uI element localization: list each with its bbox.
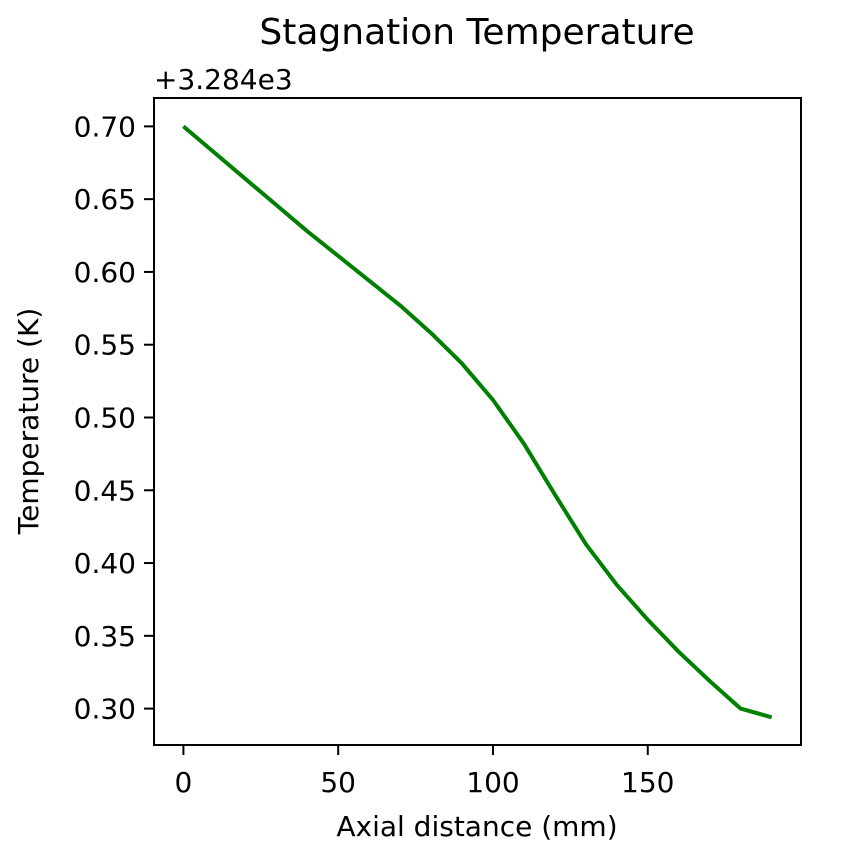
y-tick-label: 0.35 bbox=[74, 620, 136, 653]
y-tick-label: 0.60 bbox=[74, 256, 136, 289]
y-tick-label: 0.55 bbox=[74, 329, 136, 362]
y-tick-label: 0.40 bbox=[74, 547, 136, 580]
x-axis-label: Axial distance (mm) bbox=[336, 810, 617, 843]
y-axis-ticks: 0.30 0.35 0.40 0.45 0.50 0.55 0.60 0.65 0.70 bbox=[74, 110, 154, 726]
y-tick-label: 0.45 bbox=[74, 474, 136, 507]
y-axis-label: Temperature (K) bbox=[12, 308, 45, 535]
plot-area bbox=[182, 124, 773, 720]
y-tick-label: 0.30 bbox=[74, 693, 136, 726]
series-line bbox=[182, 124, 773, 720]
chart-title: Stagnation Temperature bbox=[259, 12, 694, 53]
x-tick-label: 0 bbox=[174, 766, 192, 799]
y-tick-label: 0.65 bbox=[74, 183, 136, 216]
x-tick-label: 150 bbox=[621, 766, 674, 799]
x-tick-label: 50 bbox=[320, 766, 356, 799]
y-offset-label: +3.284e3 bbox=[154, 63, 293, 96]
y-tick-label: 0.70 bbox=[74, 110, 136, 143]
y-tick-label: 0.50 bbox=[74, 401, 136, 434]
plot-frame bbox=[153, 97, 802, 746]
x-axis-ticks: 0 50 100 150 bbox=[174, 745, 674, 799]
x-tick-label: 100 bbox=[466, 766, 519, 799]
